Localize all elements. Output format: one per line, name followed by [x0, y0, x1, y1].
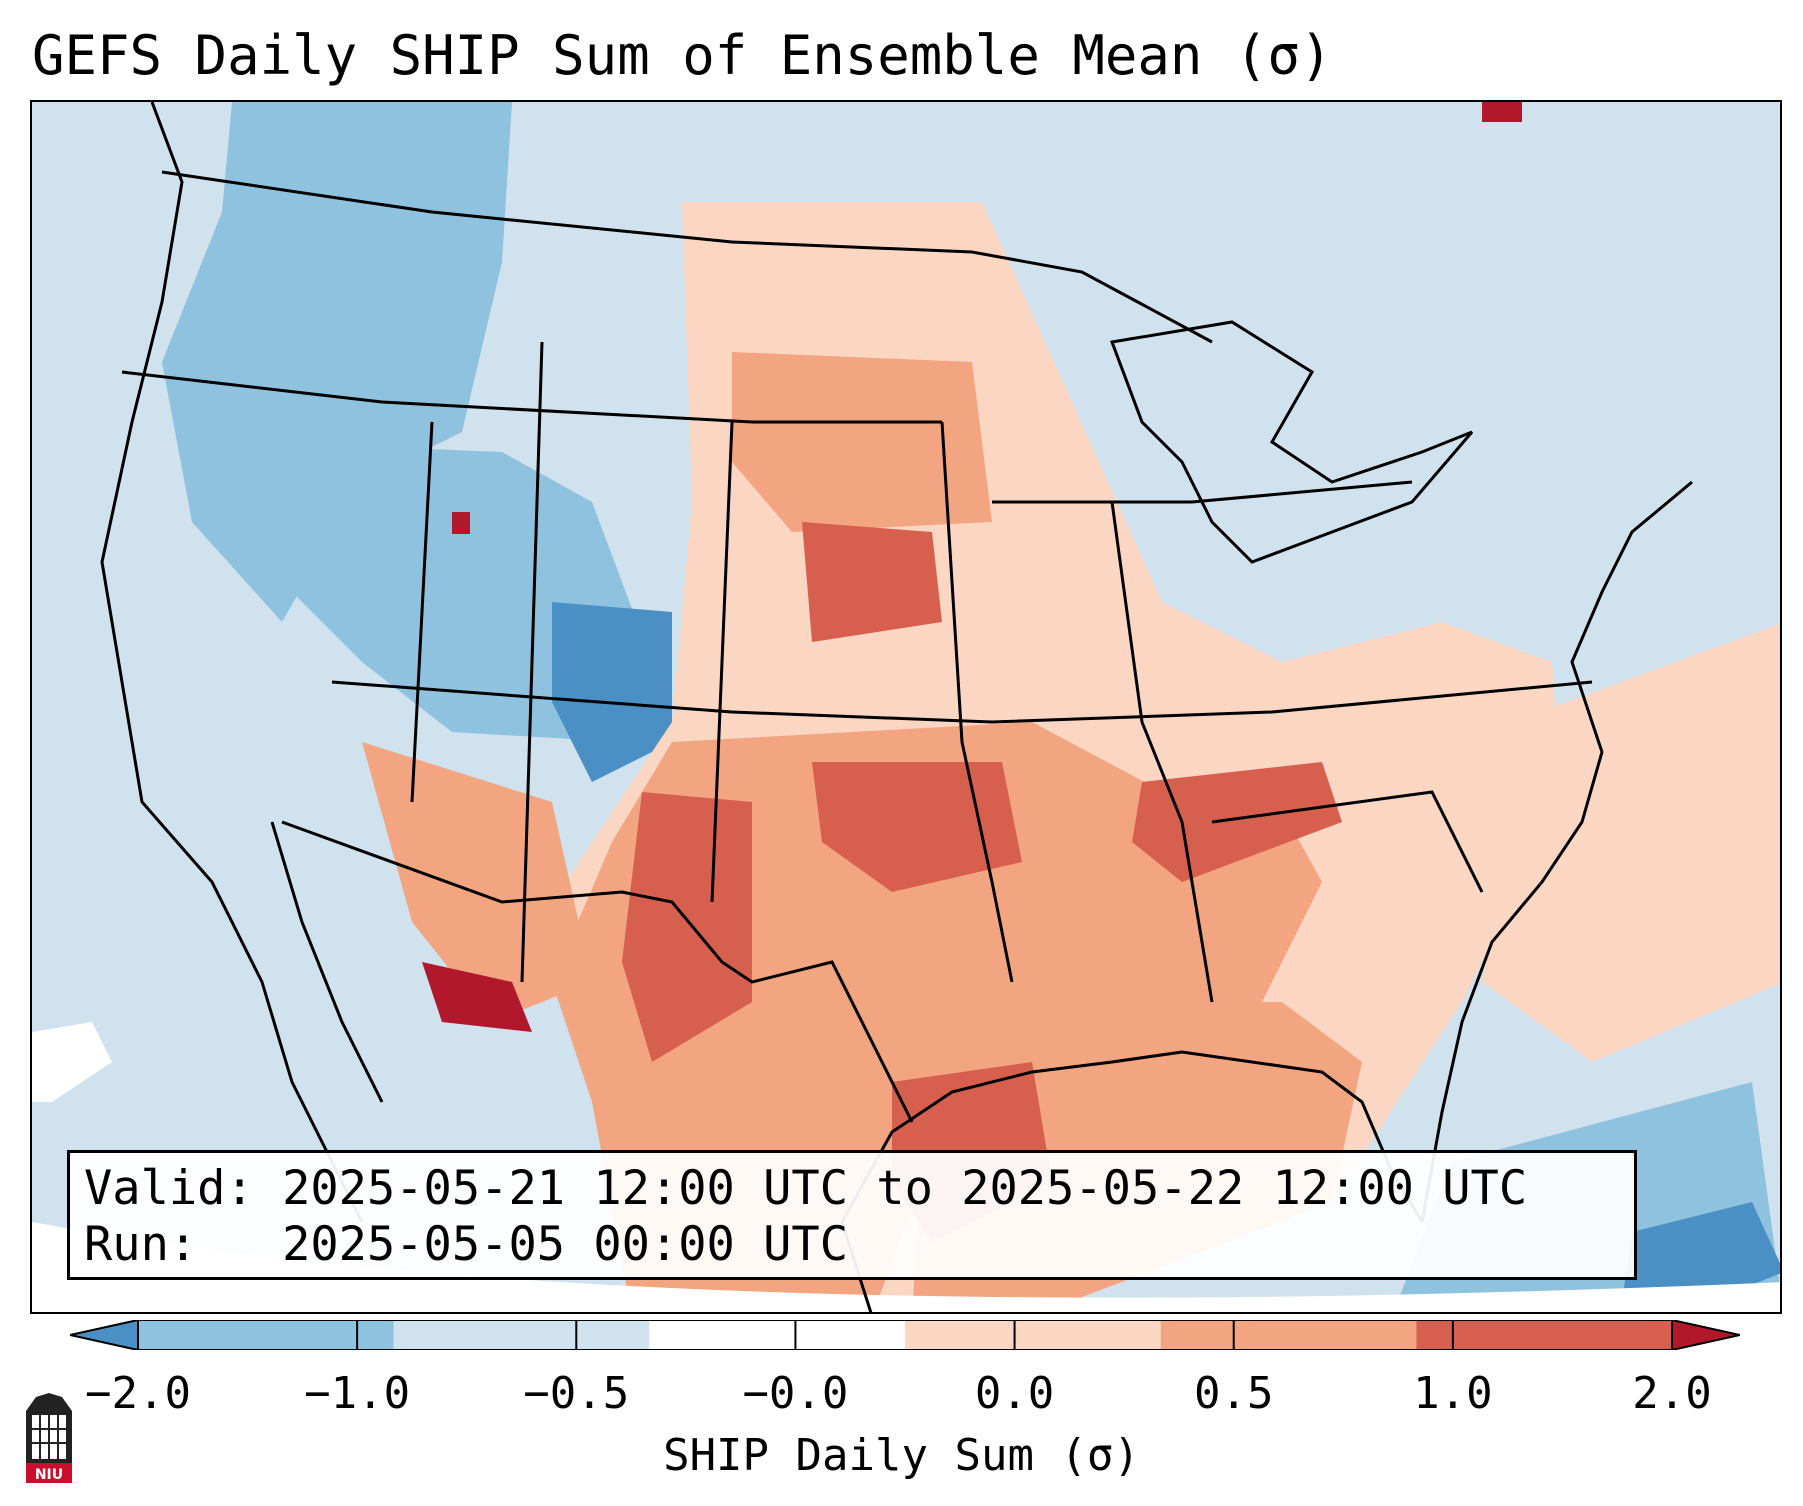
state-line-9 [1211, 790, 1484, 893]
positive-region-arizona-max [422, 962, 532, 1032]
boundary-lines [100, 102, 1693, 1312]
state-line-3 [520, 341, 544, 983]
state-line-6 [940, 421, 1014, 983]
us-canada-border [161, 170, 1213, 344]
niu-logo: NIU [26, 1393, 72, 1483]
colorbar-segment-0 [70, 1320, 138, 1350]
colorbar-tick-label: 1.0 [1413, 1368, 1493, 1419]
negative-region-colorado [552, 602, 672, 782]
colorbar [70, 1320, 1740, 1350]
positive-region-oklahoma [812, 762, 1022, 892]
colorbar-tick-label: −1.0 [304, 1368, 411, 1419]
colorbar-segment-2 [393, 1320, 650, 1350]
positive-region-atlantic [1482, 623, 1780, 1062]
positive-region-quebec-max [1482, 102, 1522, 122]
ship-anomaly-map [32, 102, 1780, 1312]
positive-region-northern-plains [732, 352, 992, 532]
run-label: Run: [84, 1217, 198, 1272]
colorbar-tick-label: 2.0 [1632, 1368, 1712, 1419]
colorbar-segment-7 [1672, 1320, 1740, 1350]
run-time: 2025-05-05 00:00 UTC [282, 1217, 849, 1272]
positive-region-nebraska [802, 522, 942, 642]
colorbar-segment-4 [905, 1320, 1161, 1350]
colorbar-tick-label: −0.5 [523, 1368, 630, 1419]
valid-time: 2025-05-21 12:00 UTC to 2025-05-22 12:00… [282, 1161, 1528, 1216]
atlantic-coastline [1420, 480, 1693, 1223]
positive-region-southwest [362, 742, 592, 1022]
gulf-coastline [840, 1050, 1424, 1312]
colorbar-tick-label: −0.0 [742, 1368, 849, 1419]
colorbar-tick-label: 0.0 [974, 1368, 1055, 1419]
state-line-4 [710, 421, 734, 903]
positive-region-tennessee [1132, 762, 1342, 882]
colorbar-segment-3 [649, 1320, 905, 1350]
colorbar-tick-label: −2.0 [85, 1368, 191, 1419]
colorbar-segment-5 [1160, 1320, 1417, 1350]
west-coastline [100, 102, 364, 1223]
baja-coastline [270, 821, 384, 1103]
state-line-2 [410, 421, 434, 803]
state-line-7 [1110, 501, 1214, 1003]
outside-domain-left [32, 1022, 112, 1102]
negative-region-northwest [162, 102, 512, 622]
colorbar-label: SHIP Daily Sum (σ) [663, 1430, 1140, 1481]
state-line-1 [121, 370, 942, 424]
colorbar-segment-1 [138, 1320, 394, 1350]
valid-label: Valid: [84, 1161, 254, 1216]
us-mexico-border [281, 820, 914, 1123]
colorbar-tick-label: 0.5 [1193, 1368, 1274, 1419]
niu-logo-text: NIU [35, 1467, 63, 1483]
positive-region-new-mexico [622, 792, 752, 1062]
positive-region-utah-max [452, 512, 470, 534]
great-lakes-outline [1109, 320, 1474, 564]
state-line-5 [331, 680, 1593, 724]
outside-domain [32, 1222, 1780, 1312]
valid-run-info-box: Valid: 2025-05-21 12:00 UTC to 2025-05-2… [67, 1150, 1637, 1280]
state-line-8 [992, 480, 1413, 504]
map-title: GEFS Daily SHIP Sum of Ensemble Mean (σ) [32, 24, 1333, 87]
map-panel [30, 100, 1782, 1314]
colorbar-segment-6 [1416, 1320, 1672, 1350]
